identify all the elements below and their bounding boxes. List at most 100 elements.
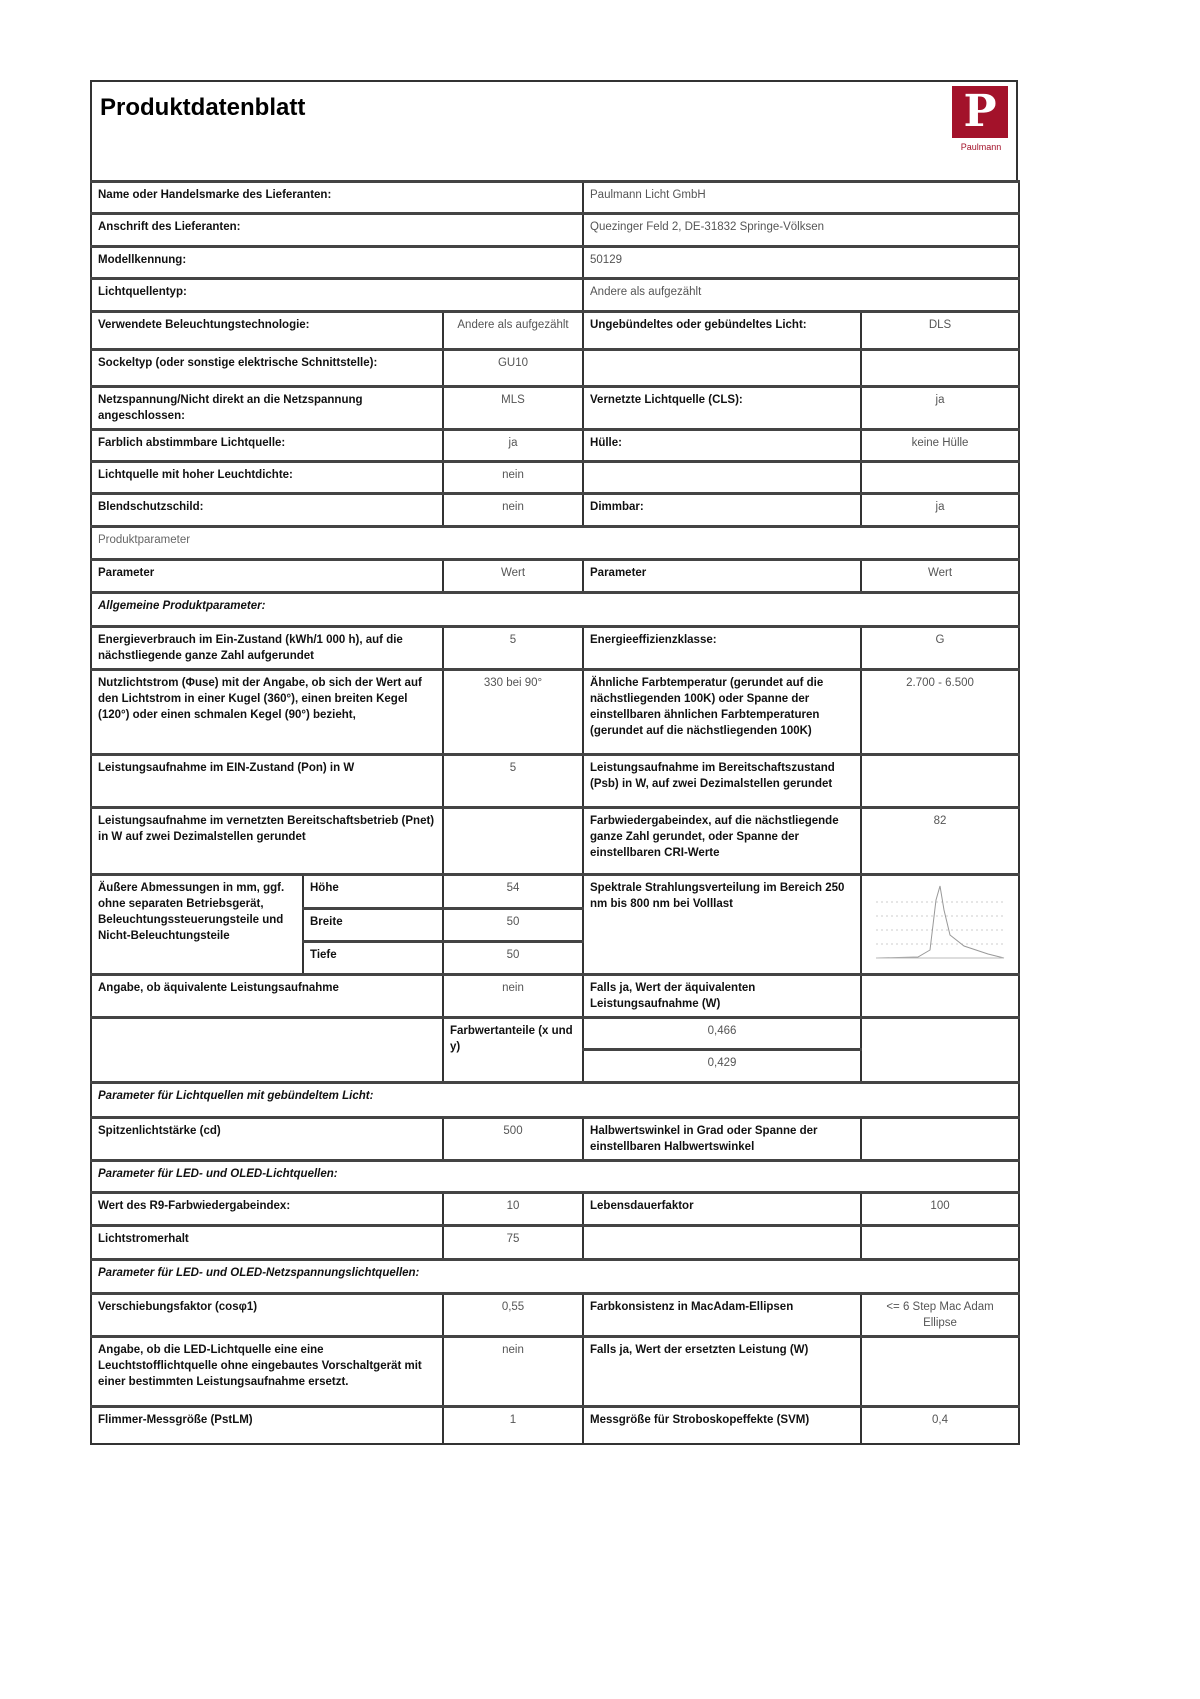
table-row: Leistungsaufnahme im EIN-Zustand (Pon) i… — [90, 753, 1021, 809]
depth-value: 50 — [441, 940, 585, 976]
colour-consistency-label: Farbkonsistenz in MacAdam-Ellipsen — [582, 1292, 863, 1338]
pnet-value — [441, 806, 585, 876]
table-row: Flimmer-Messgröße (PstLM) 1 Messgröße für … — [90, 1405, 1021, 1445]
supplier-name-value: Paulmann Licht GmbH — [582, 180, 1021, 215]
product-datasheet: Produktdatenblatt P Paulmann Name oder H… — [89, 80, 1021, 1445]
pnet-label: Leistungsaufnahme im vernetzten Bereitsc… — [90, 806, 444, 876]
table-row: Blendschutzschild: nein Dimmbar: ja — [90, 492, 1021, 528]
width-label: Breite — [302, 906, 444, 943]
table-row: 0,429 — [91, 1048, 1019, 1084]
cap-value: GU10 — [441, 348, 585, 388]
cct-value: 2.700 - 6.500 — [860, 668, 1021, 756]
luminance-label: Lichtquelle mit hoher Leuchtdichte: — [90, 460, 444, 495]
table-row: Lichtstromerhalt 75 — [90, 1224, 1021, 1261]
technology-value: Andere als aufgezählt — [441, 310, 585, 351]
cri-label: Farbwiedergabeindex, auf die nächstliege… — [582, 806, 863, 876]
peak-intensity-value: 500 — [441, 1116, 585, 1162]
flux-label: Nutzlichtstrom (Φuse) mit der Angabe, ob… — [90, 668, 444, 756]
focus-label: Ungebündeltes oder gebündeltes Licht: — [582, 310, 863, 351]
lumen-maintenance-value: 75 — [441, 1224, 585, 1261]
logo-text: Paulmann — [960, 142, 1002, 152]
cri-value: 82 — [860, 806, 1021, 876]
replacement-label: Angabe, ob die LED-Lichtquelle eine eine… — [90, 1335, 444, 1408]
connected-label: Vernetzte Lichtquelle (CLS): — [582, 385, 863, 431]
height-label: Höhe — [302, 873, 444, 910]
mains-value: MLS — [441, 385, 585, 431]
r9-value: 10 — [441, 1191, 585, 1227]
dimmable-label: Dimmbar: — [582, 492, 863, 528]
stroboscopic-label: Messgröße für Stroboskopeffekte (SVM) — [582, 1405, 863, 1445]
envelope-value: keine Hülle — [860, 428, 1021, 463]
technology-label: Verwendete Beleuchtungstechnologie: — [90, 310, 444, 351]
light-source-type-value: Andere als aufgezählt — [582, 277, 1021, 313]
flicker-label: Flimmer-Messgröße (PstLM) — [90, 1405, 444, 1445]
empty-cell — [860, 1016, 1021, 1084]
table-row: Verwendete Beleuchtungstechnologie: Ander… — [90, 310, 1021, 351]
focus-value: DLS — [860, 310, 1021, 351]
pon-value: 5 — [441, 753, 585, 809]
directional-section-heading: Parameter für Lichtquellen mit gebündelt… — [89, 1081, 1021, 1119]
equivalent-power-label: Angabe, ob äquivalente Leistungsaufnahme — [90, 973, 444, 1019]
table-row: Leistungsaufnahme im vernetzten Bereitsc… — [90, 806, 1021, 876]
luminance-value: nein — [441, 460, 585, 495]
empty-cell — [90, 1016, 444, 1084]
survival-label: Lebensdauerfaktor — [582, 1191, 863, 1227]
empty-cell — [582, 1224, 863, 1261]
pon-label: Leistungsaufnahme im EIN-Zustand (Pon) i… — [90, 753, 444, 809]
glare-label: Blendschutzschild: — [90, 492, 444, 528]
equivalent-power-if-label: Falls ja, Wert der äquivalenten Leistung… — [582, 973, 863, 1019]
table-row: Angabe, ob die LED-Lichtquelle eine eine… — [90, 1335, 1021, 1408]
equivalent-power-if-value — [860, 973, 1021, 1019]
energy-value: 5 — [441, 625, 585, 671]
energy-class-value: G — [860, 625, 1021, 671]
colour-consistency-value: <= 6 Step Mac Adam Ellipse — [860, 1292, 1021, 1338]
replacement-if-value — [860, 1335, 1021, 1408]
stroboscopic-value: 0,4 — [860, 1405, 1021, 1445]
model-label: Modellkennung: — [89, 245, 585, 280]
table-row: Spitzenlichtstärke (cd) 500 Halbwertswinke… — [90, 1116, 1021, 1162]
spectrum-chart — [860, 873, 1021, 976]
displacement-factor-value: 0,55 — [441, 1292, 585, 1338]
parameter-header: Parameter — [90, 558, 444, 594]
flux-value: 330 bei 90° — [441, 668, 585, 756]
table-row: Produktparameter — [89, 525, 1021, 561]
chromaticity-label: Farbwertanteile (x und y) — [441, 1016, 585, 1084]
height-value: 54 — [441, 873, 585, 910]
connected-value: ja — [860, 385, 1021, 431]
empty-cell — [582, 460, 863, 495]
parameter-header: Parameter — [582, 558, 863, 594]
table-row: Energieverbrauch im Ein-Zustand (kWh/1 0… — [90, 625, 1021, 671]
supplier-name-label: Name oder Handelsmarke des Lieferanten: — [89, 180, 585, 215]
envelope-label: Hülle: — [582, 428, 863, 463]
spectrum-thumbnail — [876, 885, 1005, 959]
width-value: 50 — [441, 906, 585, 943]
table-row: Modellkennung: 50129 — [89, 245, 1021, 280]
value-header: Wert — [441, 558, 585, 594]
tunable-value: ja — [441, 428, 585, 463]
chromaticity-x: 0,466 — [582, 1016, 863, 1051]
product-parameters-heading: Produktparameter — [89, 525, 1021, 561]
table-row: Allgemeine Produktparameter: — [89, 591, 1021, 628]
table-row: Anschrift des Lieferanten: Quezinger Feld… — [89, 212, 1021, 248]
address-value: Quezinger Feld 2, DE-31832 Springe-Völks… — [582, 212, 1021, 248]
table-row: Parameter für Lichtquellen mit gebündelt… — [89, 1081, 1021, 1119]
dimmable-value: ja — [860, 492, 1021, 528]
datasheet-table: Name oder Handelsmarke des Lieferanten: P… — [89, 180, 1021, 1445]
mains-section-heading: Parameter für LED- und OLED-Netzspannung… — [89, 1258, 1021, 1295]
table-row: Parameter für LED- und OLED-Lichtquellen… — [89, 1159, 1021, 1194]
light-source-type-label: Lichtquellentyp: — [89, 277, 585, 313]
page-title: Produktdatenblatt — [100, 94, 306, 121]
empty-cell — [860, 348, 1021, 388]
lumen-maintenance-label: Lichtstromerhalt — [90, 1224, 444, 1261]
displacement-factor-label: Verschiebungsfaktor (cosφ1) — [90, 1292, 444, 1338]
table-row: Farblich abstimmbare Lichtquelle: ja Hülle… — [90, 428, 1021, 463]
psb-value — [860, 753, 1021, 809]
table-row: Angabe, ob äquivalente Leistungsaufnahme… — [90, 973, 1021, 1019]
table-row: Sockeltyp (oder sonstige elektrische Sch… — [90, 348, 1021, 388]
model-value: 50129 — [582, 245, 1021, 280]
table-row: Parameter Wert Parameter Wert — [90, 558, 1021, 594]
sheet-header: Produktdatenblatt P Paulmann — [90, 80, 1018, 180]
beam-angle-label: Halbwertswinkel in Grad oder Spanne der … — [582, 1116, 863, 1162]
table-row: Verschiebungsfaktor (cosφ1) 0,55 Farbkonsi… — [90, 1292, 1021, 1338]
replacement-if-label: Falls ja, Wert der ersetzten Leistung (W… — [582, 1335, 863, 1408]
